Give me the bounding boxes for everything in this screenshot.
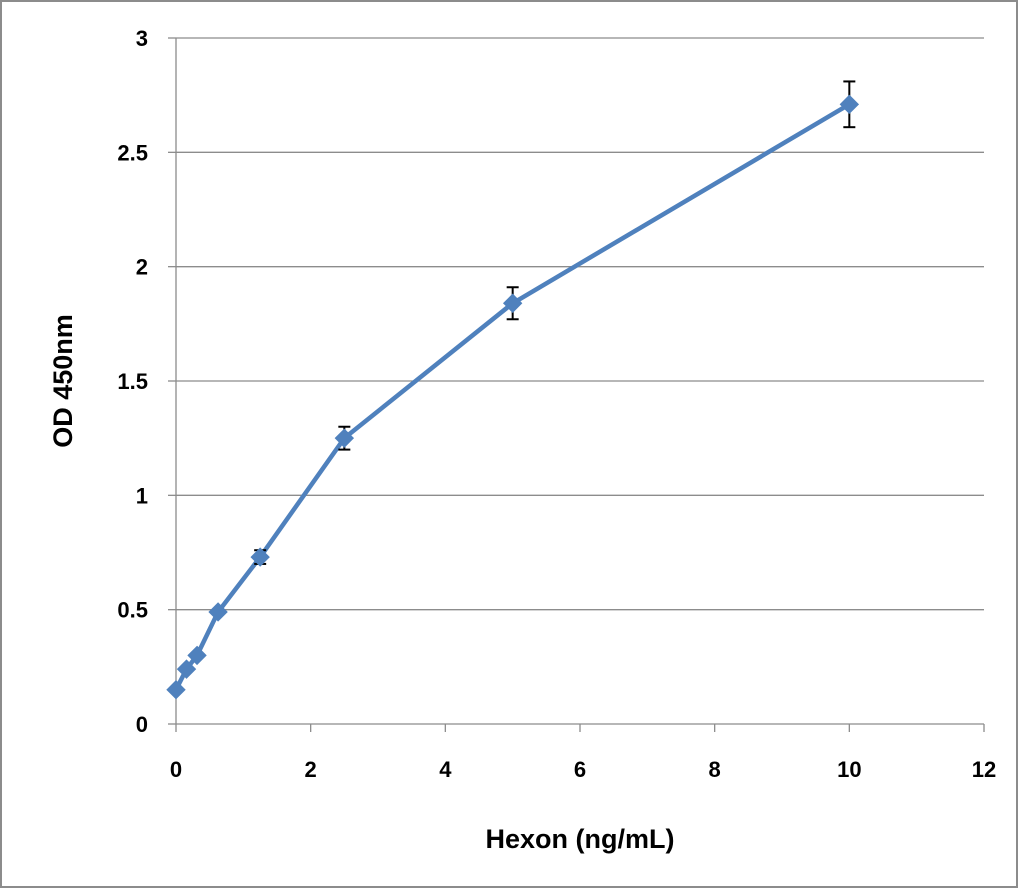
y-tick-label: 1.5	[117, 369, 148, 394]
y-tick-label: 2	[136, 255, 148, 280]
data-point-marker	[166, 679, 186, 700]
series-line	[173, 102, 851, 691]
x-tick-label: 10	[837, 757, 861, 782]
x-tick-label: 12	[972, 757, 996, 782]
data-point-marker	[839, 94, 860, 115]
y-tick-labels: 0 0.5 1 1.5 2 2.5 3	[117, 26, 148, 737]
x-tick-label: 0	[170, 757, 182, 782]
data-point-marker	[187, 645, 207, 666]
axes	[168, 37, 985, 732]
data-point-marker	[208, 602, 228, 622]
x-tick-label: 8	[709, 757, 721, 782]
y-tick-label: 1	[136, 483, 148, 508]
x-axis-title: Hexon (ng/mL)	[486, 824, 675, 854]
grid-lines	[176, 37, 984, 611]
x-tick-label: 6	[574, 757, 586, 782]
data-point-marker	[334, 428, 355, 448]
y-tick-label: 0	[136, 712, 148, 737]
data-series	[166, 80, 860, 700]
y-axis-title: OD 450nm	[48, 314, 78, 448]
x-tick-label: 4	[439, 757, 452, 782]
y-tick-label: 2.5	[117, 140, 148, 165]
data-point-marker	[176, 659, 197, 679]
data-point-marker	[250, 547, 270, 567]
y-tick-label: 3	[136, 26, 148, 51]
data-point-marker	[502, 293, 523, 313]
axis-titles: Hexon (ng/mL) OD 450nm	[48, 314, 675, 854]
y-tick-label: 0.5	[117, 598, 148, 623]
x-tick-labels: 0 2 4 6 8 10 12	[170, 757, 996, 782]
x-tick-label: 2	[305, 757, 317, 782]
